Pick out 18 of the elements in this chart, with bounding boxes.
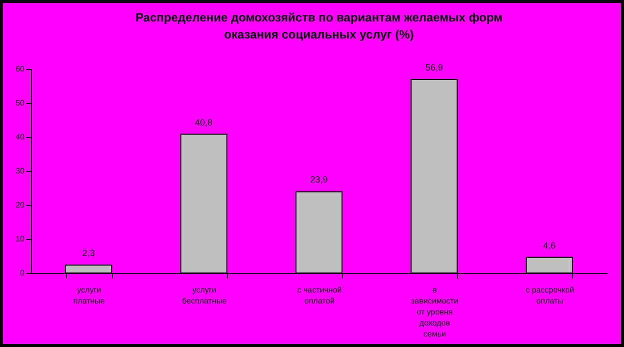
data-label: 40,8 <box>195 117 213 128</box>
x-tick-label: с рассрочкой оплаты <box>526 286 574 306</box>
data-label: 4,6 <box>543 240 556 250</box>
y-tick-label: 20 <box>16 200 26 210</box>
x-tick-label: в зависимости от уровня доходов семьи <box>411 286 458 338</box>
y-tick-label: 40 <box>16 132 26 142</box>
chart-title: Распределение домохозяйств по вариантам желаемых форм оказания социальных услуг (%) <box>135 10 503 42</box>
x-tick-label: услуги бесплатные <box>182 286 228 306</box>
x-tick-label: услуги платные <box>73 286 106 306</box>
y-tick-label: 60 <box>16 64 26 74</box>
x-tick-label: с частичной оплатой <box>297 286 342 306</box>
y-tick-label: 0 <box>20 268 26 278</box>
y-tick-label: 10 <box>16 234 26 244</box>
y-tick-label: 30 <box>16 166 26 176</box>
y-tick-label: 50 <box>16 98 26 108</box>
data-label: 2,3 <box>82 248 95 258</box>
data-label: 23,9 <box>310 174 328 185</box>
data-label: 56,9 <box>425 62 443 73</box>
